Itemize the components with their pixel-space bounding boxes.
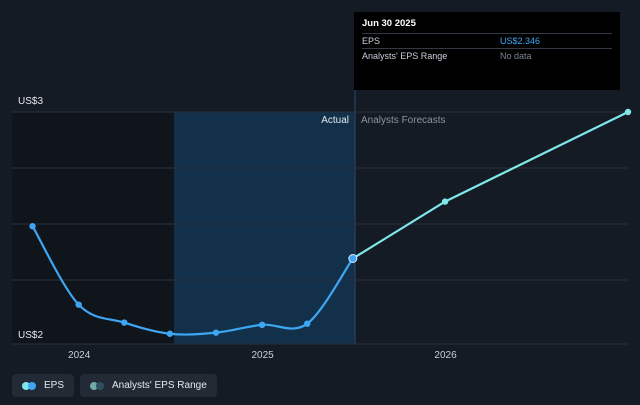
forecast-series-points <box>441 108 632 205</box>
eps-point[interactable] <box>166 330 174 337</box>
legend-label: Analysts' EPS Range <box>112 380 207 391</box>
legend-label: EPS <box>44 380 65 391</box>
forecast-point[interactable] <box>441 198 449 205</box>
forecast-series-line <box>352 111 629 260</box>
eps-legend-icon <box>22 381 38 390</box>
eps-point[interactable] <box>121 319 128 326</box>
tooltip-label: EPS <box>362 36 381 46</box>
tooltip-date: Jun 30 2025 <box>362 18 416 29</box>
tooltip-label: Analysts' EPS Range <box>362 51 448 61</box>
y-tick-bottom: US$2 <box>18 330 43 341</box>
eps-point[interactable] <box>348 253 358 263</box>
legend: EPS Analysts' EPS Range <box>12 374 217 397</box>
hover-tooltip: Jun 30 2025 EPS US$2.346 Analysts' EPS R… <box>354 12 620 90</box>
forecast-region-label: Analysts Forecasts <box>361 115 445 126</box>
legend-item-eps-range[interactable]: Analysts' EPS Range <box>80 374 217 397</box>
eps-point[interactable] <box>304 320 311 327</box>
actual-region-band <box>174 112 355 344</box>
eps-point[interactable] <box>29 223 36 230</box>
eps-point[interactable] <box>258 321 266 328</box>
tooltip-value: No data <box>500 51 532 61</box>
y-tick-top: US$3 <box>18 96 43 107</box>
tooltip-value: US$2.346 <box>500 36 541 46</box>
grid-lines <box>12 111 628 345</box>
range-legend-icon <box>90 381 106 390</box>
eps-point[interactable] <box>212 329 220 336</box>
tooltip-row-eps: EPS US$2.346 <box>362 33 612 48</box>
eps-series-points <box>29 223 358 337</box>
x-axis-ticks: 2024 2025 2026 <box>68 350 457 361</box>
x-tick-label: 2026 <box>434 350 457 361</box>
actual-region-label: Actual <box>321 115 349 126</box>
legend-item-eps[interactable]: EPS <box>12 374 75 397</box>
forecast-point[interactable] <box>624 108 632 116</box>
x-tick-label: 2024 <box>68 350 91 361</box>
x-tick-label: 2025 <box>251 350 274 361</box>
eps-point[interactable] <box>75 301 82 308</box>
tooltip-row-range: Analysts' EPS Range No data <box>362 48 612 63</box>
past-region <box>12 112 174 344</box>
